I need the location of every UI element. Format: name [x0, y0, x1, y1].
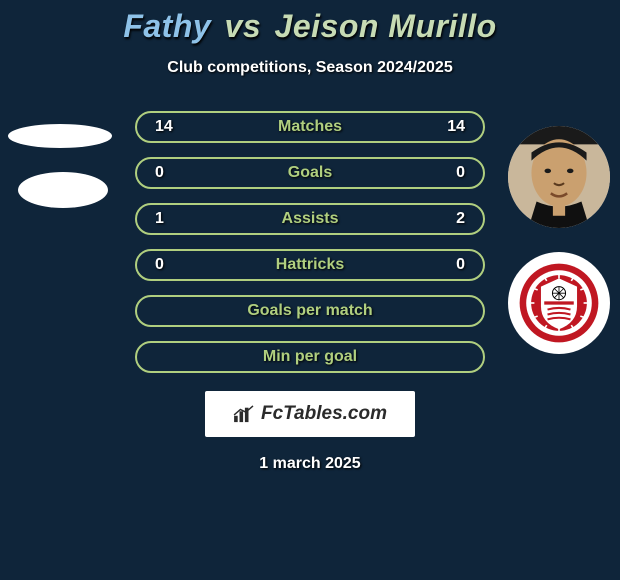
stat-right-value: 2	[435, 210, 465, 228]
bars-icon	[233, 405, 255, 423]
brand-badge: FcTables.com	[205, 391, 415, 437]
player1-avatar-placeholder	[8, 124, 112, 148]
brand-text: FcTables.com	[261, 403, 387, 425]
player1-name: Fathy	[123, 8, 211, 44]
stat-label: Min per goal	[263, 348, 357, 366]
player2-face-icon	[508, 126, 610, 228]
subtitle: Club competitions, Season 2024/2025	[0, 59, 620, 77]
stat-left-value: 1	[155, 210, 185, 228]
stat-row-goals: 0 Goals 0	[135, 157, 485, 189]
player2-avatar	[508, 126, 610, 228]
stat-left-value: 0	[155, 164, 185, 182]
stat-label: Hattricks	[276, 256, 344, 274]
vs-word: vs	[225, 8, 262, 44]
date-label: 1 march 2025	[0, 455, 620, 473]
comparison-card: Fathy vs Jeison Murillo Club competition…	[0, 0, 620, 580]
stat-left-value: 0	[155, 256, 185, 274]
stat-row-min-per-goal: Min per goal	[135, 341, 485, 373]
stat-row-goals-per-match: Goals per match	[135, 295, 485, 327]
player2-club-logo	[508, 252, 610, 354]
stat-right-value: 14	[435, 118, 465, 136]
stat-row-assists: 1 Assists 2	[135, 203, 485, 235]
stat-right-value: 0	[435, 256, 465, 274]
stat-label: Assists	[282, 210, 339, 228]
player1-club-logo-placeholder	[18, 172, 108, 208]
stat-label: Goals per match	[247, 302, 372, 320]
stat-left-value: 14	[155, 118, 185, 136]
stat-row-matches: 14 Matches 14	[135, 111, 485, 143]
stat-label: Matches	[278, 118, 342, 136]
stat-label: Goals	[288, 164, 332, 182]
page-title: Fathy vs Jeison Murillo	[0, 0, 620, 45]
stat-right-value: 0	[435, 164, 465, 182]
player2-name: Jeison Murillo	[275, 8, 497, 44]
stat-row-hattricks: 0 Hattricks 0	[135, 249, 485, 281]
club-shield-icon	[518, 262, 600, 344]
